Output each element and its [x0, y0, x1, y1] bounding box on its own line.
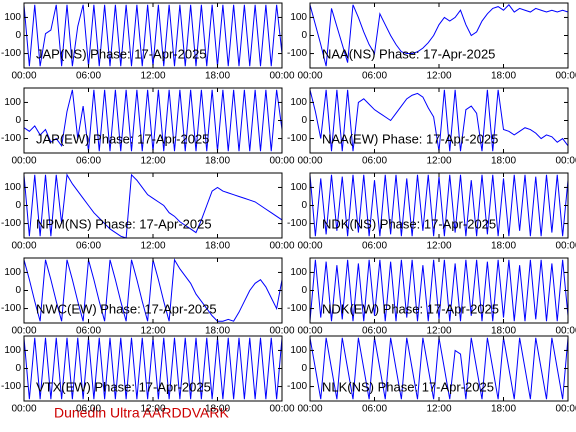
x-tick-label: 00:00: [269, 404, 294, 415]
y-tick-label: 100: [4, 267, 21, 278]
x-tick-label: 06:00: [76, 326, 101, 337]
y-tick-label: 100: [290, 182, 307, 193]
panel-title: NWC(EW) Phase: 17-Apr-2025: [36, 301, 217, 316]
x-tick-label: 00:00: [297, 241, 322, 252]
panel-title: JAP(NS) Phase: 17-Apr-2025: [36, 46, 207, 61]
y-tick-label: -100: [1, 48, 21, 59]
x-tick-label: 12:00: [140, 241, 165, 252]
x-tick-label: 18:00: [491, 156, 516, 167]
x-tick-label: 06:00: [362, 326, 387, 337]
x-tick-label: 18:00: [491, 326, 516, 337]
panel-title: NAA(NS) Phase: 17-Apr-2025: [322, 46, 495, 61]
x-tick-label: 06:00: [362, 156, 387, 167]
x-tick-label: 12:00: [426, 404, 451, 415]
x-tick-label: 12:00: [140, 71, 165, 82]
y-tick-label: -100: [1, 303, 21, 314]
phase-line: [23, 173, 283, 239]
y-tick-label: 0: [301, 115, 307, 126]
y-tick-label: 100: [4, 182, 21, 193]
x-tick-label: 00:00: [297, 156, 322, 167]
x-tick-label: 00:00: [11, 156, 36, 167]
x-tick-label: 00:00: [11, 404, 36, 415]
x-tick-label: 00:00: [555, 71, 576, 82]
y-tick-label: -100: [287, 133, 307, 144]
y-tick-label: 0: [15, 363, 21, 374]
x-tick-label: 18:00: [205, 156, 230, 167]
x-tick-label: 12:00: [140, 326, 165, 337]
x-tick-label: 18:00: [491, 71, 516, 82]
y-tick-label: -100: [1, 133, 21, 144]
x-tick-label: 00:00: [269, 326, 294, 337]
panel-title: NDK(NS) Phase: 17-Apr-2025: [322, 216, 496, 231]
y-tick-label: -100: [287, 218, 307, 229]
x-tick-label: 18:00: [205, 71, 230, 82]
x-tick-label: 12:00: [426, 241, 451, 252]
x-tick-label: 00:00: [11, 71, 36, 82]
x-tick-label: 00:00: [11, 241, 36, 252]
x-tick-label: 18:00: [205, 404, 230, 415]
x-tick-label: 00:00: [269, 156, 294, 167]
x-tick-label: 12:00: [426, 156, 451, 167]
y-tick-label: 100: [4, 345, 21, 356]
panel-title: NAA(EW) Phase: 17-Apr-2025: [322, 131, 498, 146]
x-tick-label: 18:00: [205, 326, 230, 337]
y-tick-label: -100: [1, 218, 21, 229]
x-tick-label: 06:00: [362, 404, 387, 415]
x-tick-label: 06:00: [362, 71, 387, 82]
phase-line: [309, 4, 569, 67]
y-tick-label: 0: [301, 363, 307, 374]
x-tick-label: 12:00: [140, 156, 165, 167]
x-tick-label: 06:00: [76, 241, 101, 252]
x-tick-label: 00:00: [269, 71, 294, 82]
x-tick-label: 12:00: [140, 404, 165, 415]
x-tick-label: 06:00: [76, 156, 101, 167]
panel-title: JAP(EW) Phase: 17-Apr-2025: [36, 131, 209, 146]
panel-title: VTX(EW) Phase: 17-Apr-2025: [36, 379, 211, 394]
y-tick-label: 0: [15, 30, 21, 41]
panel-title: NLK(NS) Phase: 17-Apr-2025: [322, 379, 494, 394]
x-tick-label: 12:00: [426, 71, 451, 82]
y-tick-label: 0: [15, 115, 21, 126]
x-tick-label: 06:00: [76, 404, 101, 415]
y-tick-label: 0: [301, 285, 307, 296]
y-tick-label: 100: [290, 267, 307, 278]
x-tick-label: 00:00: [555, 326, 576, 337]
y-tick-label: -100: [287, 48, 307, 59]
x-tick-label: 00:00: [269, 241, 294, 252]
y-tick-label: 0: [301, 200, 307, 211]
y-tick-label: 100: [290, 12, 307, 23]
x-tick-label: 18:00: [491, 404, 516, 415]
x-tick-label: 06:00: [362, 241, 387, 252]
x-tick-label: 18:00: [491, 241, 516, 252]
x-tick-label: 06:00: [76, 71, 101, 82]
y-tick-label: 100: [4, 12, 21, 23]
x-tick-label: 00:00: [11, 326, 36, 337]
panel-title: NDK(EW) Phase: 17-Apr-2025: [322, 301, 499, 316]
x-tick-label: 00:00: [555, 156, 576, 167]
y-tick-label: 100: [290, 97, 307, 108]
y-tick-label: 100: [4, 97, 21, 108]
x-tick-label: 00:00: [297, 326, 322, 337]
x-tick-label: 18:00: [205, 241, 230, 252]
x-tick-label: 00:00: [555, 404, 576, 415]
x-tick-label: 00:00: [297, 71, 322, 82]
x-tick-label: 12:00: [426, 326, 451, 337]
y-tick-label: 0: [15, 200, 21, 211]
y-tick-label: 0: [301, 30, 307, 41]
y-tick-label: 100: [290, 345, 307, 356]
y-tick-label: -100: [287, 303, 307, 314]
y-tick-label: -100: [1, 381, 21, 392]
x-tick-label: 00:00: [555, 241, 576, 252]
y-tick-label: 0: [15, 285, 21, 296]
x-tick-label: 00:00: [297, 404, 322, 415]
y-tick-label: -100: [287, 381, 307, 392]
footer: Dunedin Ultra AARDDVARK: [54, 405, 229, 421]
panel-title: NPM(NS) Phase: 17-Apr-2025: [36, 216, 212, 231]
